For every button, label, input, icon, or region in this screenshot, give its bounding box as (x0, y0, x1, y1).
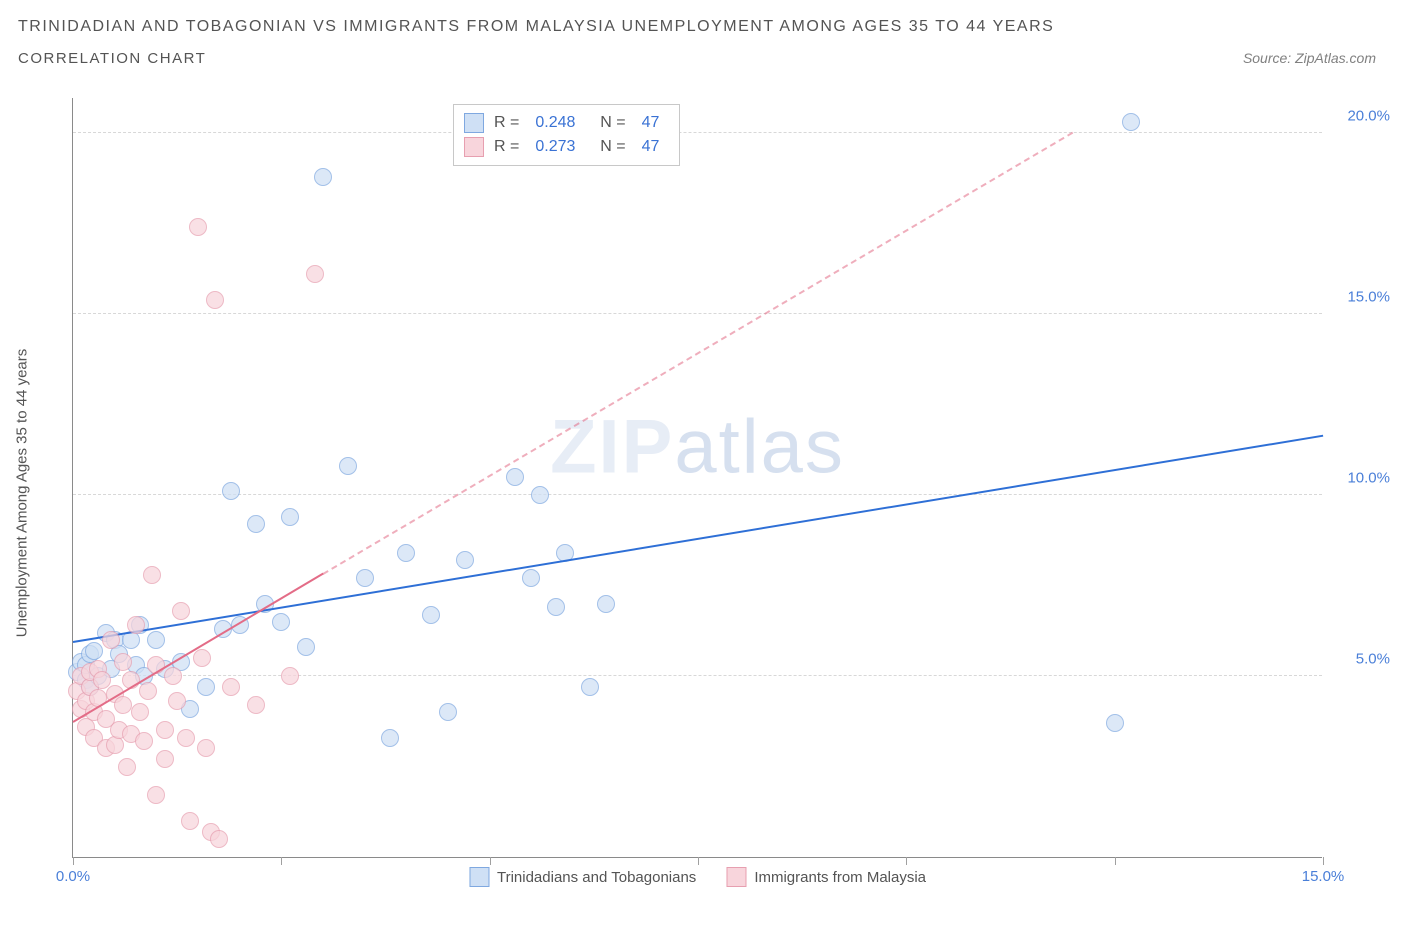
data-point (247, 515, 265, 533)
data-point (222, 482, 240, 500)
legend-series-item: Trinidadians and Tobagonians (469, 867, 696, 887)
data-point (135, 732, 153, 750)
data-point (102, 631, 120, 649)
gridline (73, 132, 1322, 133)
legend-stat-row: R = 0.248 N = 47 (464, 111, 665, 135)
data-point (439, 703, 457, 721)
legend-series-item: Immigrants from Malaysia (726, 867, 926, 887)
data-point (118, 758, 136, 776)
x-tick (490, 857, 491, 865)
watermark: ZIPatlas (550, 404, 845, 491)
data-point (147, 786, 165, 804)
legend-r-value: 0.273 (535, 138, 575, 156)
y-tick-label: 20.0% (1347, 108, 1390, 125)
x-tick-label: 15.0% (1302, 868, 1345, 885)
legend-swatch (464, 137, 484, 157)
x-tick-label: 0.0% (56, 868, 90, 885)
data-point (506, 468, 524, 486)
data-point (222, 678, 240, 696)
legend-stats-box: R = 0.248 N = 47 R = 0.273 N = 47 (453, 104, 680, 166)
y-axis-label: Unemployment Among Ages 35 to 44 years (14, 349, 31, 638)
data-point (193, 649, 211, 667)
legend-r-value: 0.248 (535, 114, 575, 132)
data-point (197, 678, 215, 696)
chart-container: Unemployment Among Ages 35 to 44 years Z… (54, 98, 1384, 888)
data-point (356, 569, 374, 587)
data-point (281, 508, 299, 526)
data-point (456, 551, 474, 569)
legend-n-label: N = (591, 114, 625, 132)
data-point (172, 602, 190, 620)
data-point (1122, 113, 1140, 131)
legend-n-value: 47 (642, 114, 660, 132)
legend-swatch (464, 113, 484, 133)
data-point (210, 830, 228, 848)
data-point (272, 613, 290, 631)
data-point (306, 265, 324, 283)
scatter-plot: ZIPatlas R =0.248 N =47R =0.273 N =47 Tr… (72, 98, 1322, 858)
x-tick (73, 857, 74, 865)
x-tick (906, 857, 907, 865)
data-point (281, 667, 299, 685)
legend-swatch (469, 867, 489, 887)
legend-r-label: R = (494, 114, 519, 132)
trend-line (73, 435, 1323, 643)
data-point (547, 598, 565, 616)
data-point (597, 595, 615, 613)
x-tick (281, 857, 282, 865)
data-point (127, 616, 145, 634)
legend-series-label: Trinidadians and Tobagonians (497, 869, 696, 886)
data-point (206, 291, 224, 309)
gridline (73, 675, 1322, 676)
y-tick-label: 5.0% (1356, 651, 1390, 668)
data-point (397, 544, 415, 562)
data-point (181, 812, 199, 830)
gridline (73, 313, 1322, 314)
x-tick (1115, 857, 1116, 865)
source-label: Source: ZipAtlas.com (1243, 50, 1376, 66)
data-point (85, 642, 103, 660)
data-point (247, 696, 265, 714)
data-point (522, 569, 540, 587)
data-point (168, 692, 186, 710)
data-point (156, 721, 174, 739)
legend-stat-row: R = 0.273 N = 47 (464, 135, 665, 159)
data-point (197, 739, 215, 757)
legend-n-value: 47 (642, 138, 660, 156)
data-point (131, 703, 149, 721)
data-point (1106, 714, 1124, 732)
data-point (314, 168, 332, 186)
data-point (139, 682, 157, 700)
data-point (164, 667, 182, 685)
trend-line (322, 131, 1073, 574)
data-point (189, 218, 207, 236)
data-point (581, 678, 599, 696)
legend-series-label: Immigrants from Malaysia (754, 869, 926, 886)
page-subtitle: CORRELATION CHART (18, 50, 206, 67)
y-tick-label: 15.0% (1347, 289, 1390, 306)
y-tick-label: 10.0% (1347, 470, 1390, 487)
legend-r-label: R = (494, 138, 519, 156)
legend-n-label: N = (591, 138, 625, 156)
gridline (73, 494, 1322, 495)
x-tick (1323, 857, 1324, 865)
data-point (381, 729, 399, 747)
x-tick (698, 857, 699, 865)
data-point (156, 750, 174, 768)
data-point (114, 696, 132, 714)
data-point (177, 729, 195, 747)
data-point (143, 566, 161, 584)
data-point (297, 638, 315, 656)
legend-swatch (726, 867, 746, 887)
data-point (339, 457, 357, 475)
data-point (147, 631, 165, 649)
data-point (531, 486, 549, 504)
data-point (114, 653, 132, 671)
page-title: TRINIDADIAN AND TOBAGONIAN VS IMMIGRANTS… (18, 18, 1406, 36)
legend-series: Trinidadians and Tobagonians Immigrants f… (469, 867, 926, 887)
data-point (422, 606, 440, 624)
